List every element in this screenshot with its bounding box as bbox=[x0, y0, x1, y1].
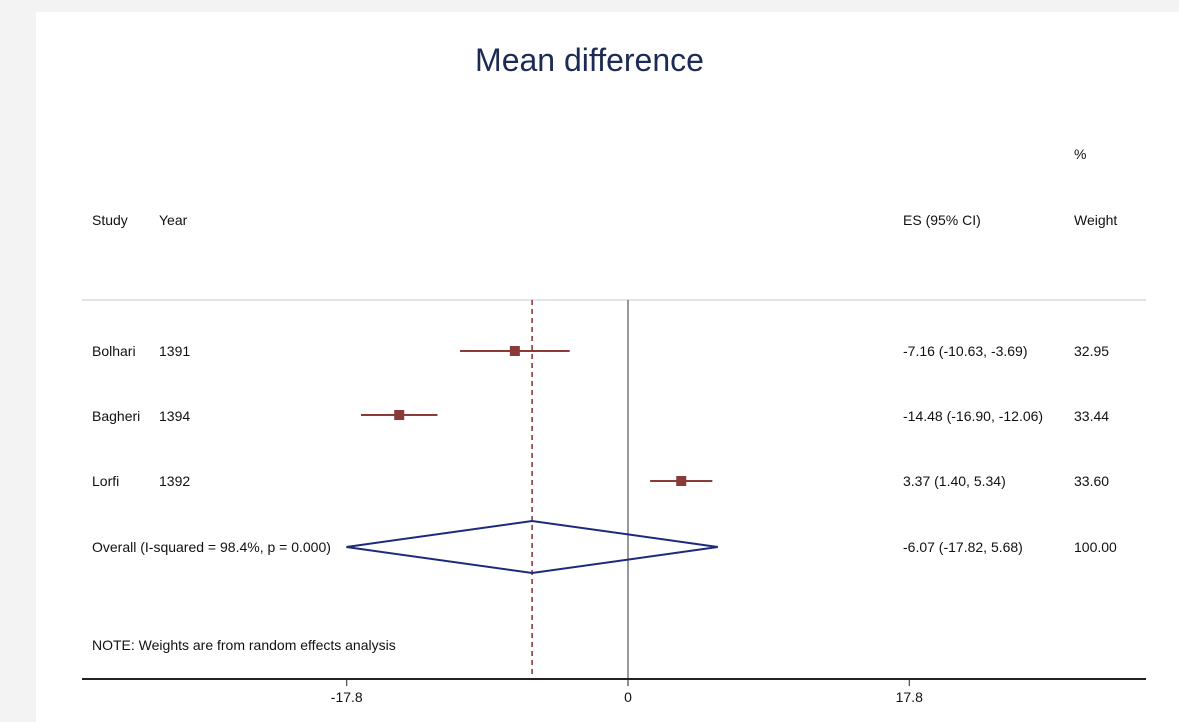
study-label-lorfi: Lorfi bbox=[92, 473, 120, 489]
year-label-lorfi: 1392 bbox=[159, 473, 191, 489]
es-label-bagheri: -14.48 (-16.90, -12.06) bbox=[903, 408, 1044, 424]
weight-header: Weight bbox=[1074, 212, 1118, 228]
effect-marker-bagheri bbox=[394, 410, 405, 420]
es-label-bolhari: -7.16 (-10.63, -3.69) bbox=[903, 343, 1028, 359]
weight-header-percent: % bbox=[1074, 146, 1087, 162]
es-label-lorfi: 3.37 (1.40, 5.34) bbox=[903, 473, 1006, 489]
weights-note: NOTE: Weights are from random effects an… bbox=[92, 637, 396, 653]
effect-marker-lorfi bbox=[676, 476, 687, 486]
study-label-bolhari: Bolhari bbox=[92, 343, 136, 359]
year-header: Year bbox=[159, 212, 188, 228]
plot-background bbox=[36, 12, 1179, 722]
overall-label: Overall (I-squared = 98.4%, p = 0.000) bbox=[92, 539, 331, 555]
overall-diamond bbox=[346, 519, 718, 575]
weight-label-bolhari: 32.95 bbox=[1074, 343, 1110, 359]
study-header: Study bbox=[92, 212, 128, 228]
year-label-bagheri: 1394 bbox=[159, 408, 191, 424]
weight-label-lorfi: 33.60 bbox=[1074, 473, 1110, 489]
chart-title: Mean difference bbox=[475, 42, 704, 78]
x-tick-label--17-8: -17.8 bbox=[331, 689, 363, 705]
x-tick-label-0: 0 bbox=[624, 689, 632, 705]
x-tick-label-17-8: 17.8 bbox=[896, 689, 923, 705]
overall-weight-label: 100.00 bbox=[1074, 539, 1117, 555]
effect-marker-bolhari bbox=[509, 346, 520, 356]
overall-es-label: -6.07 (-17.82, 5.68) bbox=[903, 539, 1023, 555]
year-label-bolhari: 1391 bbox=[159, 343, 191, 359]
weight-label-bagheri: 33.44 bbox=[1074, 408, 1110, 424]
es-header: ES (95% CI) bbox=[903, 212, 981, 228]
study-label-bagheri: Bagheri bbox=[92, 408, 141, 424]
